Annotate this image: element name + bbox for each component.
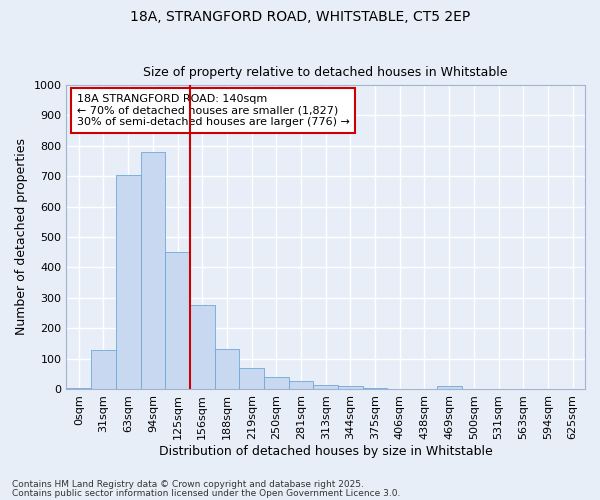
Y-axis label: Number of detached properties: Number of detached properties <box>15 138 28 336</box>
Bar <box>363 388 388 389</box>
Bar <box>165 252 190 389</box>
Text: Contains HM Land Registry data © Crown copyright and database right 2025.: Contains HM Land Registry data © Crown c… <box>12 480 364 489</box>
Bar <box>67 388 91 389</box>
Bar <box>140 152 165 389</box>
Bar <box>289 382 313 389</box>
Bar <box>313 385 338 389</box>
Text: 18A, STRANGFORD ROAD, WHITSTABLE, CT5 2EP: 18A, STRANGFORD ROAD, WHITSTABLE, CT5 2E… <box>130 10 470 24</box>
Bar <box>264 377 289 389</box>
Bar <box>116 174 140 389</box>
X-axis label: Distribution of detached houses by size in Whitstable: Distribution of detached houses by size … <box>159 444 493 458</box>
Bar <box>338 386 363 389</box>
Bar <box>190 306 215 389</box>
Title: Size of property relative to detached houses in Whitstable: Size of property relative to detached ho… <box>143 66 508 80</box>
Text: Contains public sector information licensed under the Open Government Licence 3.: Contains public sector information licen… <box>12 488 400 498</box>
Bar <box>215 348 239 389</box>
Bar <box>91 350 116 389</box>
Bar <box>239 368 264 389</box>
Text: 18A STRANGFORD ROAD: 140sqm
← 70% of detached houses are smaller (1,827)
30% of : 18A STRANGFORD ROAD: 140sqm ← 70% of det… <box>77 94 350 127</box>
Bar <box>437 386 461 389</box>
